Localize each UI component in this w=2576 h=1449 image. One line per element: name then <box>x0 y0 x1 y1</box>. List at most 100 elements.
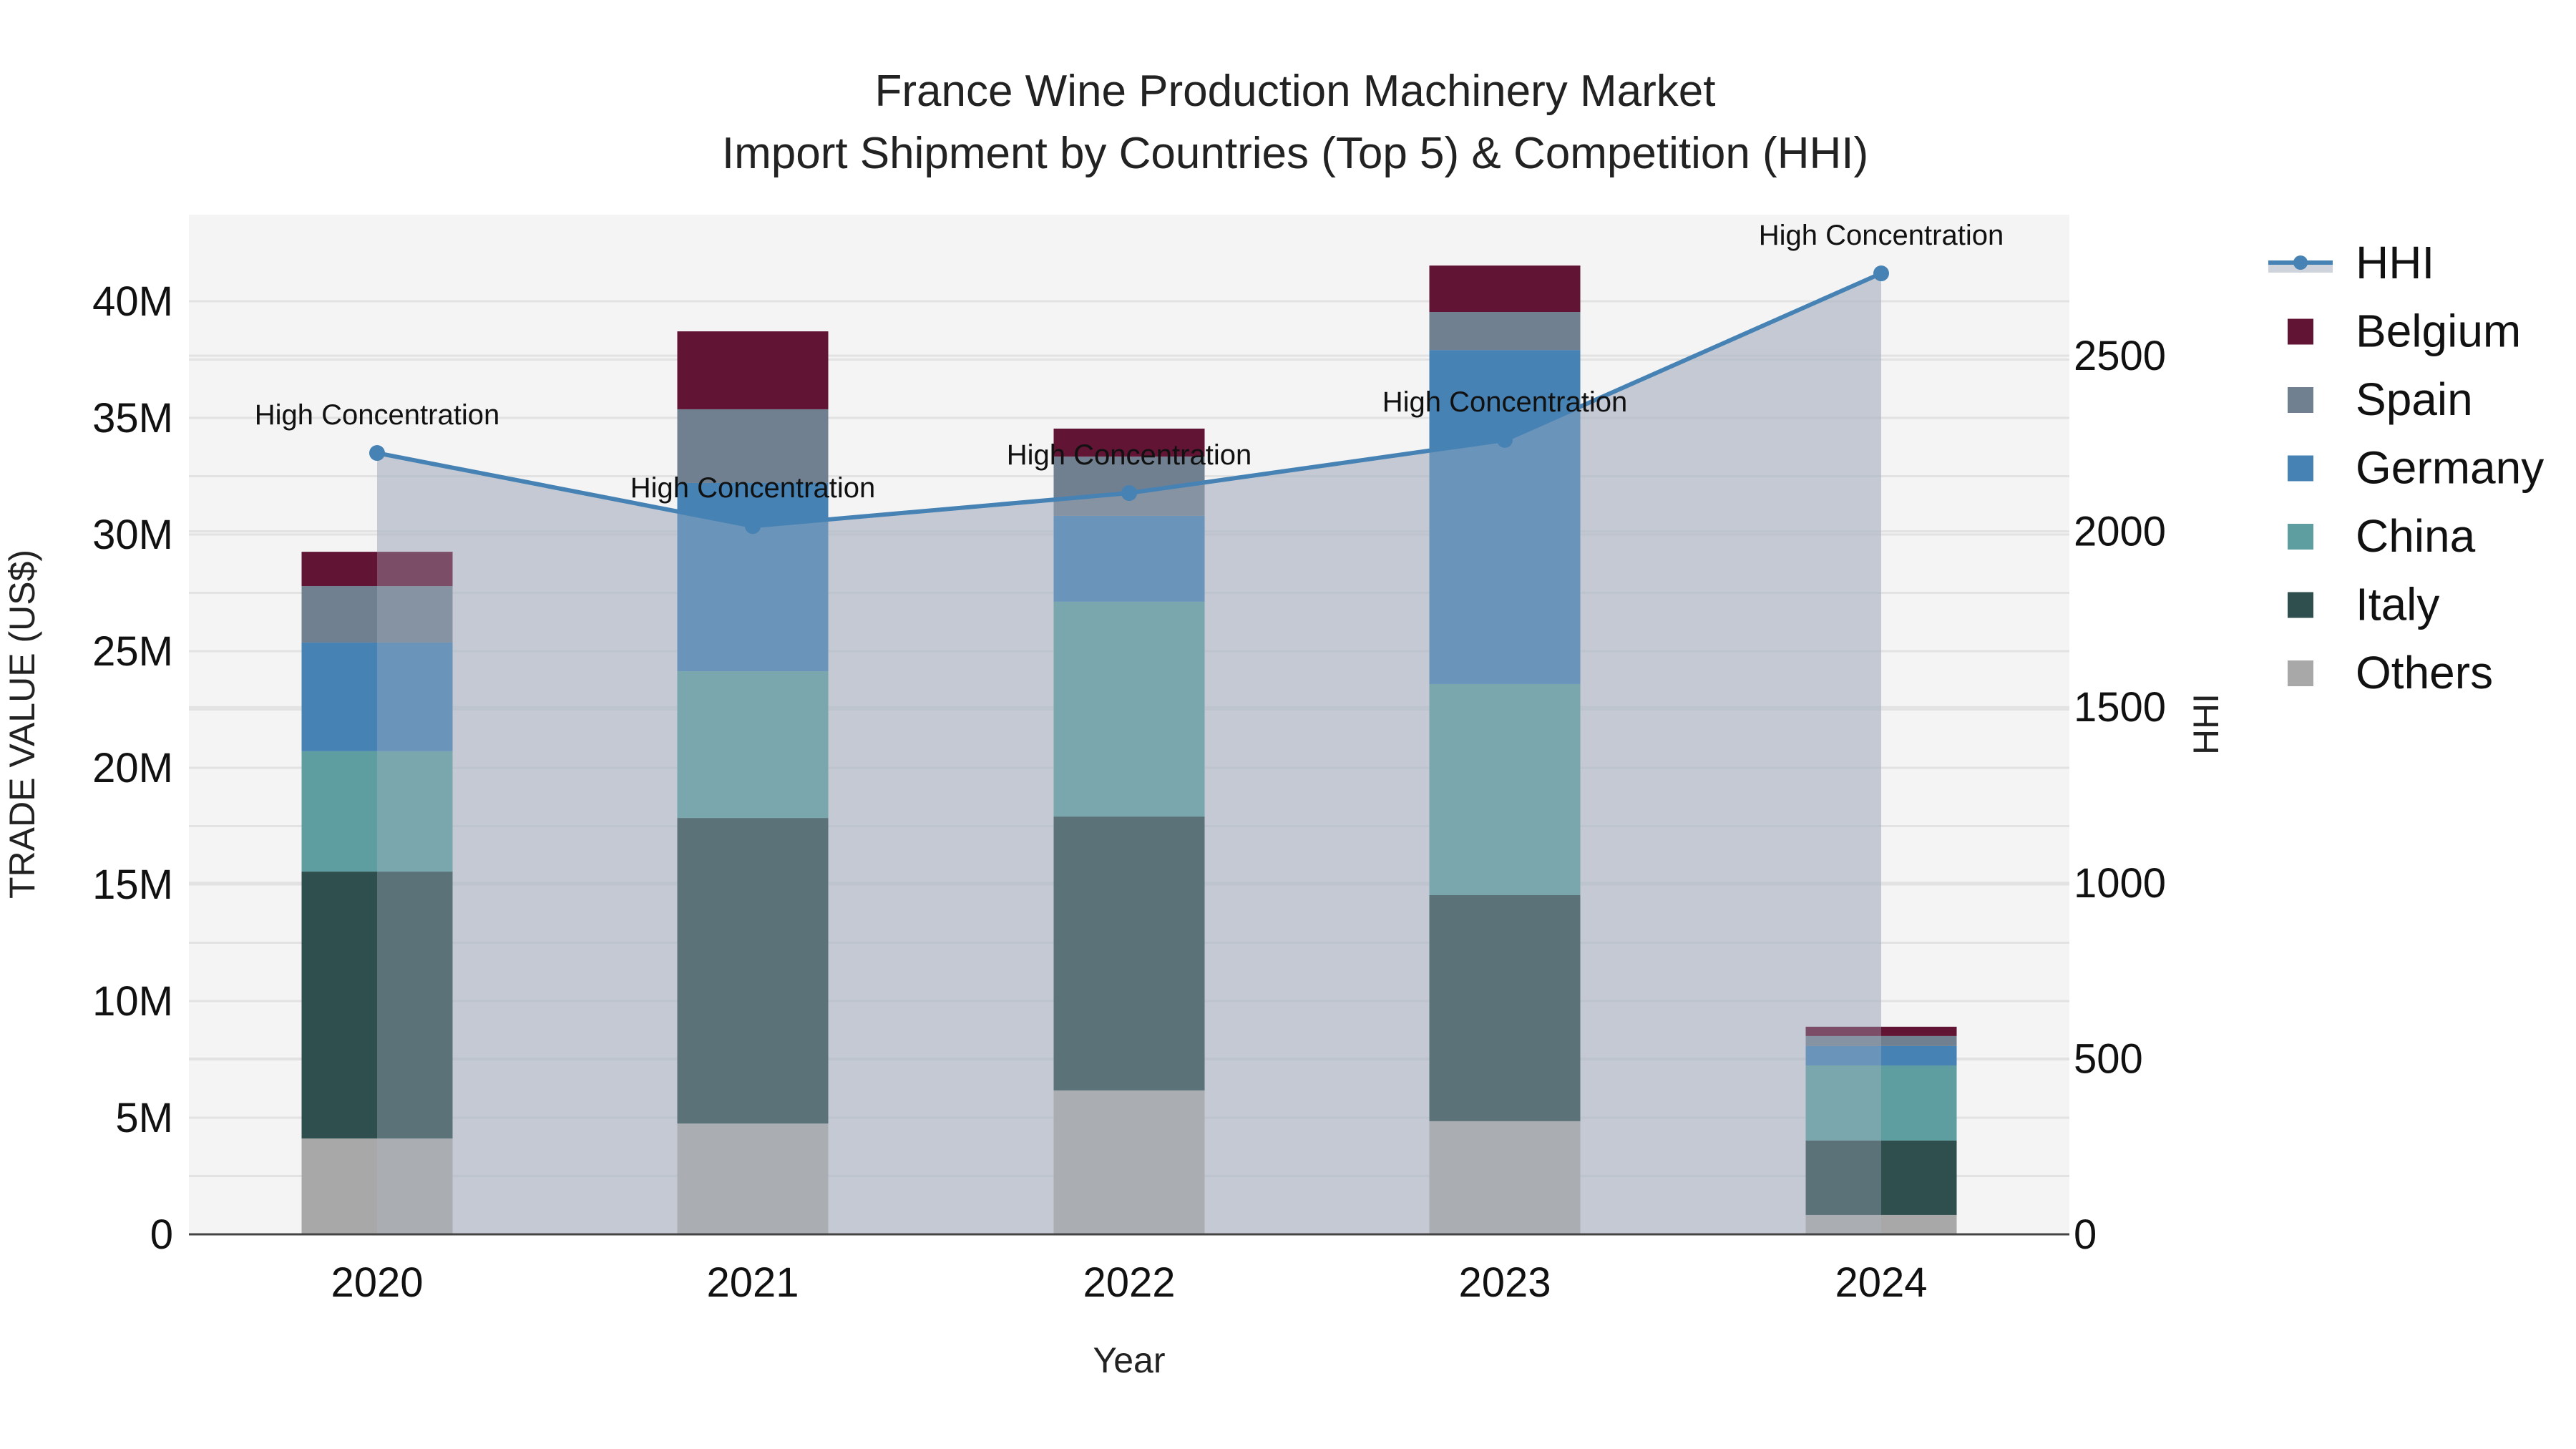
bar-segment-china[interactable] <box>301 751 453 872</box>
y-tick-label: 20M <box>92 745 173 791</box>
y2-tick-label: 500 <box>2074 1035 2143 1082</box>
legend: HHI Belgium Spain Germany China Italy Others <box>2268 237 2544 698</box>
chart-subtitle: Import Shipment by Countries (Top 5) & C… <box>722 129 1868 178</box>
legend-item-belgium[interactable]: Belgium <box>2288 306 2521 357</box>
bar-segment-belgium[interactable] <box>1429 265 1581 312</box>
chart-title-line1: France Wine Production Machinery Market <box>874 67 1715 116</box>
bar-segment-italy[interactable] <box>1429 894 1581 1121</box>
hhi-annotation: High Concentration <box>1759 220 2004 251</box>
legend-swatch-icon <box>2288 387 2313 413</box>
hhi-marker-2024[interactable] <box>1873 265 1889 282</box>
bar-segment-belgium[interactable] <box>301 552 453 587</box>
bar-segment-germany[interactable] <box>1053 515 1205 602</box>
x-tick-label: 2024 <box>1835 1259 1927 1306</box>
bar-stack-2022[interactable] <box>1053 428 1205 1234</box>
hhi-annotation: High Concentration <box>1007 439 1252 471</box>
x-tick-label: 2020 <box>331 1259 423 1306</box>
y2-tick-label: 2000 <box>2074 509 2166 555</box>
hhi-annotation: High Concentration <box>255 399 499 431</box>
y-tick-label: 25M <box>92 628 173 675</box>
bar-segment-others[interactable] <box>1429 1121 1581 1234</box>
bar-segment-italy[interactable] <box>677 818 829 1124</box>
legend-label: Germany <box>2356 442 2544 494</box>
y2-axis-title: HHI <box>2186 693 2226 755</box>
bar-segment-china[interactable] <box>677 671 829 819</box>
legend-swatch-icon <box>2288 592 2313 618</box>
bar-segment-china[interactable] <box>1053 601 1205 817</box>
hhi-annotations: High Concentration High Concentration High… <box>255 220 2004 504</box>
bar-segment-belgium[interactable] <box>1805 1026 1957 1036</box>
bar-stack-2021[interactable] <box>677 331 829 1234</box>
legend-label: China <box>2356 510 2476 562</box>
legend-label: Others <box>2356 647 2493 698</box>
hhi-marker-2023[interactable] <box>1497 431 1513 448</box>
hhi-marker-2021[interactable] <box>745 518 761 535</box>
hhi-area-overlay <box>377 273 1881 1234</box>
hhi-marker-2022[interactable] <box>1121 485 1137 502</box>
x-axis-title: Year <box>1093 1340 1165 1380</box>
bar-segment-china[interactable] <box>1429 683 1581 895</box>
y2-tick-label: 1000 <box>2074 860 2166 907</box>
legend-label: Spain <box>2356 374 2473 425</box>
bar-segment-belgium[interactable] <box>1053 428 1205 457</box>
y-axis-ticks: 0 5M 10M 15M 20M 25M 30M 35M 40M <box>92 278 173 1258</box>
bar-segment-china[interactable] <box>1805 1065 1957 1141</box>
bar-segment-spain[interactable] <box>1805 1035 1957 1046</box>
bar-segment-spain[interactable] <box>301 586 453 643</box>
legend-item-italy[interactable]: Italy <box>2288 579 2439 630</box>
legend-label: Italy <box>2356 579 2439 630</box>
y2-tick-label: 0 <box>2074 1211 2097 1258</box>
bar-segment-italy[interactable] <box>301 872 453 1139</box>
hhi-line <box>369 265 1889 535</box>
bar-segment-belgium[interactable] <box>677 331 829 409</box>
legend-label: Belgium <box>2356 306 2521 357</box>
bar-stack-2023[interactable] <box>1429 265 1581 1234</box>
y2-axis-ticks: 0 500 1000 1500 2000 2500 <box>2074 333 2166 1258</box>
bar-segment-spain[interactable] <box>677 409 829 483</box>
hhi-fill-overlay <box>377 273 1881 1234</box>
legend-swatch-icon <box>2288 318 2313 345</box>
legend-swatch-icon <box>2288 660 2313 686</box>
hhi-annotation: High Concentration <box>1382 386 1627 418</box>
legend-item-hhi[interactable]: HHI <box>2268 237 2434 288</box>
hhi-marker-2020[interactable] <box>369 445 385 462</box>
y-tick-label: 0 <box>150 1211 173 1258</box>
bar-segment-germany[interactable] <box>301 642 453 751</box>
bar-stack-2020[interactable] <box>301 552 453 1234</box>
y-tick-label: 15M <box>92 862 173 908</box>
legend-item-china[interactable]: China <box>2288 510 2476 562</box>
legend-swatch-icon <box>2288 524 2313 550</box>
y-tick-label: 10M <box>92 978 173 1025</box>
bar-segment-others[interactable] <box>1805 1214 1957 1234</box>
legend-label: HHI <box>2356 237 2434 288</box>
y2-tick-label: 1500 <box>2074 684 2166 731</box>
bar-segment-spain[interactable] <box>1429 311 1581 351</box>
bar-stack-2024[interactable] <box>1805 1026 1957 1234</box>
bar-segment-others[interactable] <box>677 1123 829 1234</box>
legend-item-germany[interactable]: Germany <box>2288 442 2544 494</box>
chart-title: France Wine Production Machinery Market … <box>722 67 1868 178</box>
y-tick-label: 40M <box>92 278 173 325</box>
x-tick-label: 2022 <box>1083 1259 1175 1306</box>
hhi-annotation: High Concentration <box>630 472 875 504</box>
bars <box>301 265 1957 1234</box>
y-tick-label: 5M <box>115 1095 173 1141</box>
bar-segment-others[interactable] <box>1053 1090 1205 1234</box>
legend-item-others[interactable]: Others <box>2288 647 2493 698</box>
legend-item-spain[interactable]: Spain <box>2288 374 2473 425</box>
x-tick-label: 2023 <box>1458 1259 1551 1306</box>
bar-segment-germany[interactable] <box>1429 350 1581 684</box>
x-axis-ticks: 2020 2021 2022 2023 2024 <box>331 1259 1927 1306</box>
legend-marker-icon <box>2293 255 2308 270</box>
y-tick-label: 30M <box>92 512 173 558</box>
bar-segment-germany[interactable] <box>1805 1045 1957 1065</box>
y-axis-title: TRADE VALUE (US$) <box>2 550 42 899</box>
y-tick-label: 35M <box>92 395 173 441</box>
x-tick-label: 2021 <box>706 1259 799 1306</box>
y2-tick-label: 2500 <box>2074 333 2166 379</box>
bar-segment-italy[interactable] <box>1805 1140 1957 1215</box>
legend-swatch-icon <box>2288 455 2313 482</box>
bar-segment-italy[interactable] <box>1053 816 1205 1091</box>
bar-segment-others[interactable] <box>301 1138 453 1234</box>
